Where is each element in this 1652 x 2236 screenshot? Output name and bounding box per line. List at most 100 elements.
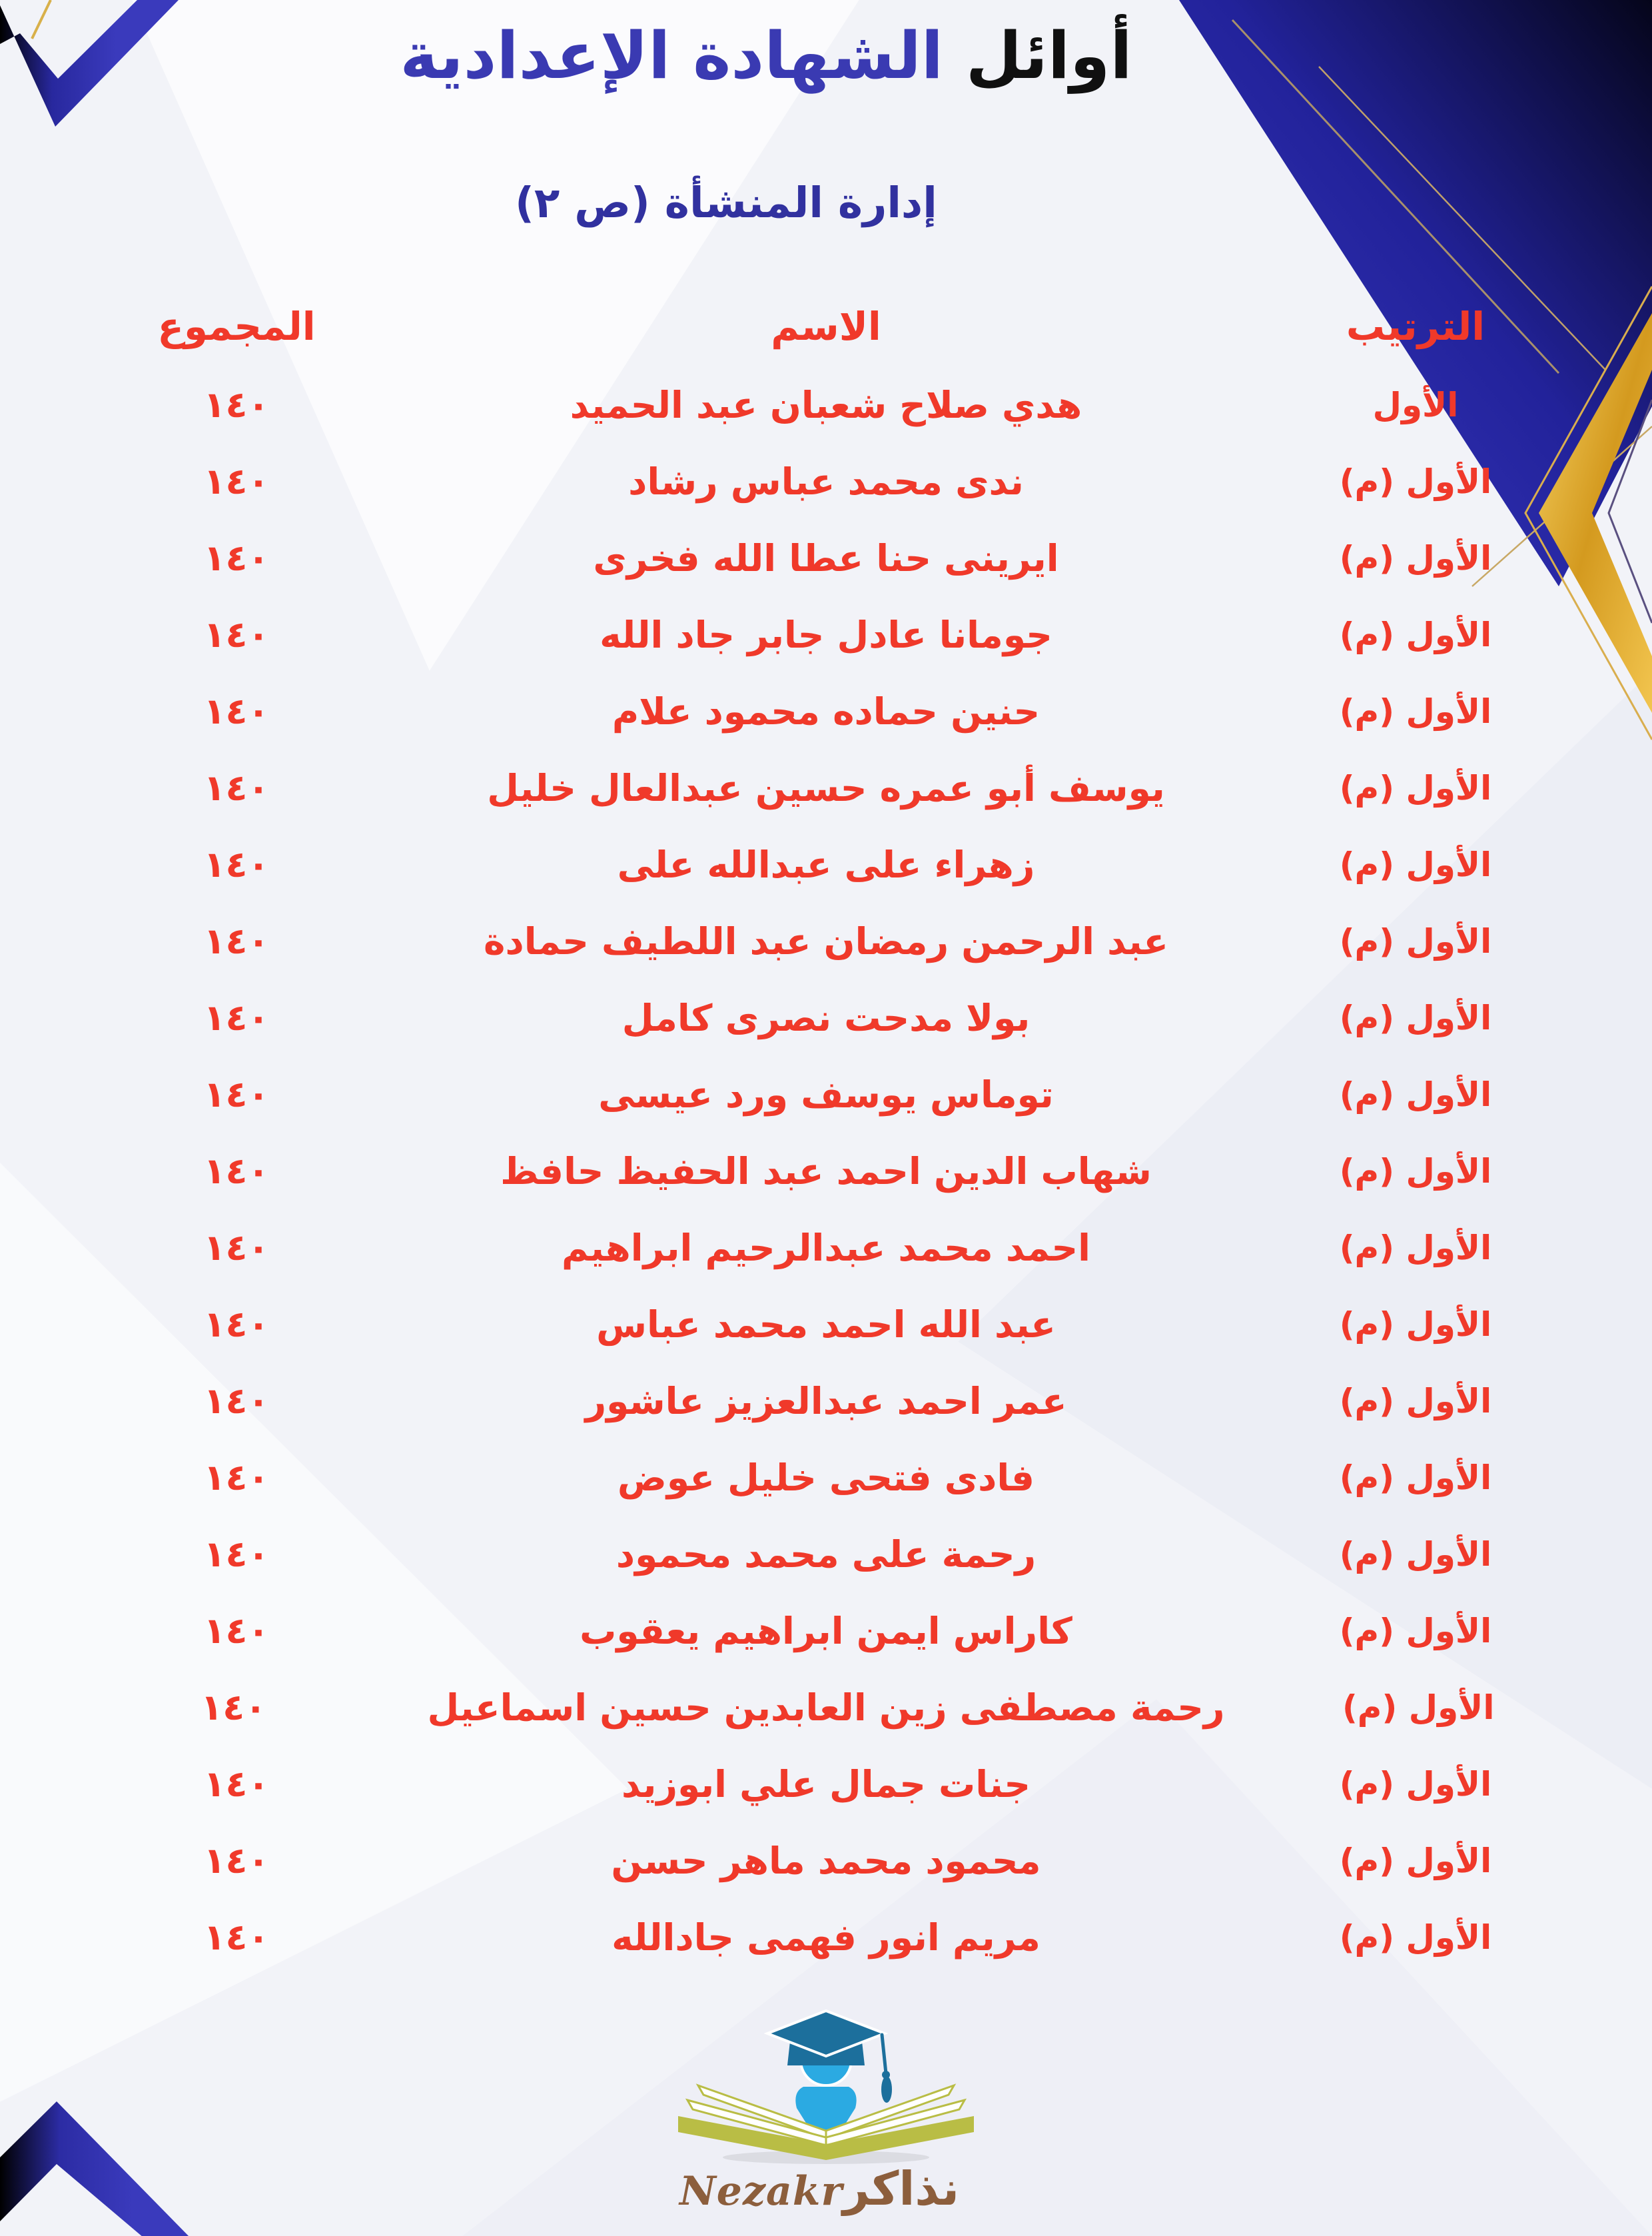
row-rank: الأول (م) <box>1339 998 1492 1037</box>
row-rank: الأول (م) <box>1339 615 1492 654</box>
row-total: ١٤٠ <box>203 1303 270 1345</box>
tassel-cord <box>880 2033 888 2075</box>
row-total: ١٤٠ <box>203 614 270 656</box>
row-name: حنين حماده محمود علام <box>612 690 1040 733</box>
row-rank: الأول (م) <box>1339 1228 1492 1267</box>
logo-latin-name: Nezakr <box>679 2168 843 2215</box>
row-total: ١٤٠ <box>203 384 270 426</box>
table-row: الأول (م) توماس يوسف ورد عيسى ١٤٠ <box>40 1056 1612 1133</box>
row-name: زهراء على عبدالله على <box>617 843 1035 886</box>
row-rank: الأول (م) <box>1339 1305 1492 1344</box>
row-rank: الأول (م) <box>1339 1075 1492 1114</box>
logo-wordmark: Nezakrنذاكر <box>0 2161 1645 2216</box>
row-name: عبد الله احمد محمد عباس <box>596 1303 1056 1346</box>
row-name: رحمة على محمد محمود <box>616 1532 1036 1576</box>
table-row: الأول (م) عمر احمد عبدالعزيز عاشور ١٤٠ <box>40 1363 1612 1439</box>
table-row: الأول (م) حنين حماده محمود علام ١٤٠ <box>40 673 1612 750</box>
row-total: ١٤٠ <box>203 1916 270 1958</box>
table-row: الأول (م) فادى فتحى خليل عوض ١٤٠ <box>40 1439 1612 1516</box>
row-total: ١٤٠ <box>203 1456 270 1498</box>
table-row: الأول (م) جنات جمال علي ابوزيد ١٤٠ <box>40 1746 1612 1822</box>
row-rank: الأول (م) <box>1339 768 1492 808</box>
row-rank: الأول (م) <box>1339 845 1492 884</box>
row-rank: الأول (م) <box>1339 692 1492 731</box>
header-name: الاسم <box>771 304 881 349</box>
row-total: ١٤٠ <box>203 1763 270 1805</box>
row-total: ١٤٠ <box>203 460 270 502</box>
row-name: مريم انور فهمى جادالله <box>612 1916 1040 1959</box>
row-total: ١٤٠ <box>203 1150 270 1192</box>
logo-arabic-name: نذاكر <box>843 2161 960 2216</box>
row-name: شهاب الدين احمد عبد الحفيظ حافظ <box>500 1149 1152 1193</box>
tassel <box>881 2076 892 2103</box>
row-name: عبد الرحمن رمضان عبد اللطيف حمادة <box>484 919 1168 963</box>
table-row: الأول (م) ايرينى حنا عطا الله فخرى ١٤٠ <box>40 520 1612 596</box>
row-name: بولا مدحت نصرى كامل <box>621 996 1031 1039</box>
row-name: ايرينى حنا عطا الله فخرى <box>593 536 1059 580</box>
row-rank: الأول (م) <box>1339 1151 1492 1191</box>
row-total: ١٤٠ <box>203 1073 270 1115</box>
nezakr-logo: Nezakrنذاكر <box>0 2007 1652 2216</box>
row-total: ١٤٠ <box>203 767 270 809</box>
table-row: الأول (م) كاراس ايمن ابراهيم يعقوب ١٤٠ <box>40 1592 1612 1669</box>
row-rank: الأول (م) <box>1339 1458 1492 1497</box>
row-total: ١٤٠ <box>203 1227 270 1269</box>
header-total: المجموع <box>157 304 316 349</box>
page-subtitle: إدارة المنشأة (ص ٢) <box>515 179 937 227</box>
row-name: يوسف أبو عمره حسين عبدالعال خليل <box>487 766 1165 810</box>
table-row: الأول (م) شهاب الدين احمد عبد الحفيظ حافظ… <box>40 1133 1612 1209</box>
row-rank: الأول (م) <box>1339 1764 1492 1804</box>
page-title: أوائل الشهادة الإعدادية <box>0 17 1592 95</box>
row-rank: الأول (م) <box>1339 921 1492 961</box>
title-word-blue: الشهادة الإعدادية <box>400 18 944 93</box>
table-row: الأول (م) ندى محمد عباس رشاد ١٤٠ <box>40 443 1612 520</box>
table-row: الأول هدي صلاح شعبان عبد الحميد ١٤٠ <box>40 366 1612 443</box>
row-rank: الأول (م) <box>1339 538 1492 578</box>
table-row: الأول (م) يوسف أبو عمره حسين عبدالعال خلي… <box>40 750 1612 826</box>
row-name: جنات جمال علي ابوزيد <box>621 1762 1031 1806</box>
table-row: الأول (م) عبد الله احمد محمد عباس ١٤٠ <box>40 1286 1612 1363</box>
results-table-body: الأول هدي صلاح شعبان عبد الحميد ١٤٠ الأول (… <box>40 366 1612 1975</box>
row-total: ١٤٠ <box>203 920 270 962</box>
row-rank: الأول (م) <box>1342 1688 1495 1727</box>
row-name: فادى فتحى خليل عوض <box>617 1456 1035 1499</box>
row-total: ١٤٠ <box>203 1610 270 1652</box>
table-row: الأول (م) عبد الرحمن رمضان عبد اللطيف حما… <box>40 903 1612 979</box>
row-rank: الأول <box>1372 385 1459 424</box>
student-body <box>795 2087 857 2155</box>
row-name: محمود محمد ماهر حسن <box>611 1839 1041 1882</box>
row-name: احمد محمد عبدالرحيم ابراهيم <box>562 1226 1090 1269</box>
row-rank: الأول (م) <box>1339 462 1492 501</box>
results-table: الترتيب الاسم المجموع الأول هدي صلاح شعبا… <box>40 286 1612 1975</box>
row-rank: الأول (م) <box>1339 1381 1492 1420</box>
row-rank: الأول (م) <box>1339 1918 1492 1957</box>
table-row: الأول (م) رحمة على محمد محمود ١٤٠ <box>40 1516 1612 1592</box>
row-total: ١٤٠ <box>203 1533 270 1575</box>
row-name: جومانا عادل جابر جاد الله <box>600 613 1052 656</box>
row-total: ١٤٠ <box>203 537 270 579</box>
row-rank: الأول (م) <box>1339 1841 1492 1880</box>
table-row: الأول (م) بولا مدحت نصرى كامل ١٤٠ <box>40 979 1612 1056</box>
header-rank: الترتيب <box>1346 304 1485 349</box>
row-total: ١٤٠ <box>203 1840 270 1882</box>
row-total: ١٤٠ <box>203 997 270 1039</box>
row-name: هدي صلاح شعبان عبد الحميد <box>570 383 1082 426</box>
table-row: الأول (م) زهراء على عبدالله على ١٤٠ <box>40 826 1612 903</box>
table-row: الأول (م) مريم انور فهمى جادالله ١٤٠ <box>40 1899 1612 1975</box>
row-name: رحمة مصطفى زين العابدين حسين اسماعيل <box>427 1686 1225 1729</box>
title-word-black: أوائل <box>965 18 1132 93</box>
table-row: الأول (م) محمود محمد ماهر حسن ١٤٠ <box>40 1822 1612 1899</box>
table-row: الأول (م) رحمة مصطفى زين العابدين حسين اس… <box>40 1669 1612 1746</box>
row-total: ١٤٠ <box>201 1686 267 1728</box>
row-name: توماس يوسف ورد عيسى <box>598 1073 1054 1116</box>
row-total: ١٤٠ <box>203 843 270 885</box>
open-book-icon <box>678 2083 974 2160</box>
row-total: ١٤٠ <box>203 690 270 732</box>
table-header-row: الترتيب الاسم المجموع <box>40 286 1612 366</box>
table-row: الأول (م) جومانا عادل جابر جاد الله ١٤٠ <box>40 596 1612 673</box>
row-rank: الأول (م) <box>1339 1611 1492 1650</box>
graduation-cap-icon <box>763 2009 889 2058</box>
row-total: ١٤٠ <box>203 1380 270 1422</box>
row-rank: الأول (م) <box>1339 1534 1492 1574</box>
